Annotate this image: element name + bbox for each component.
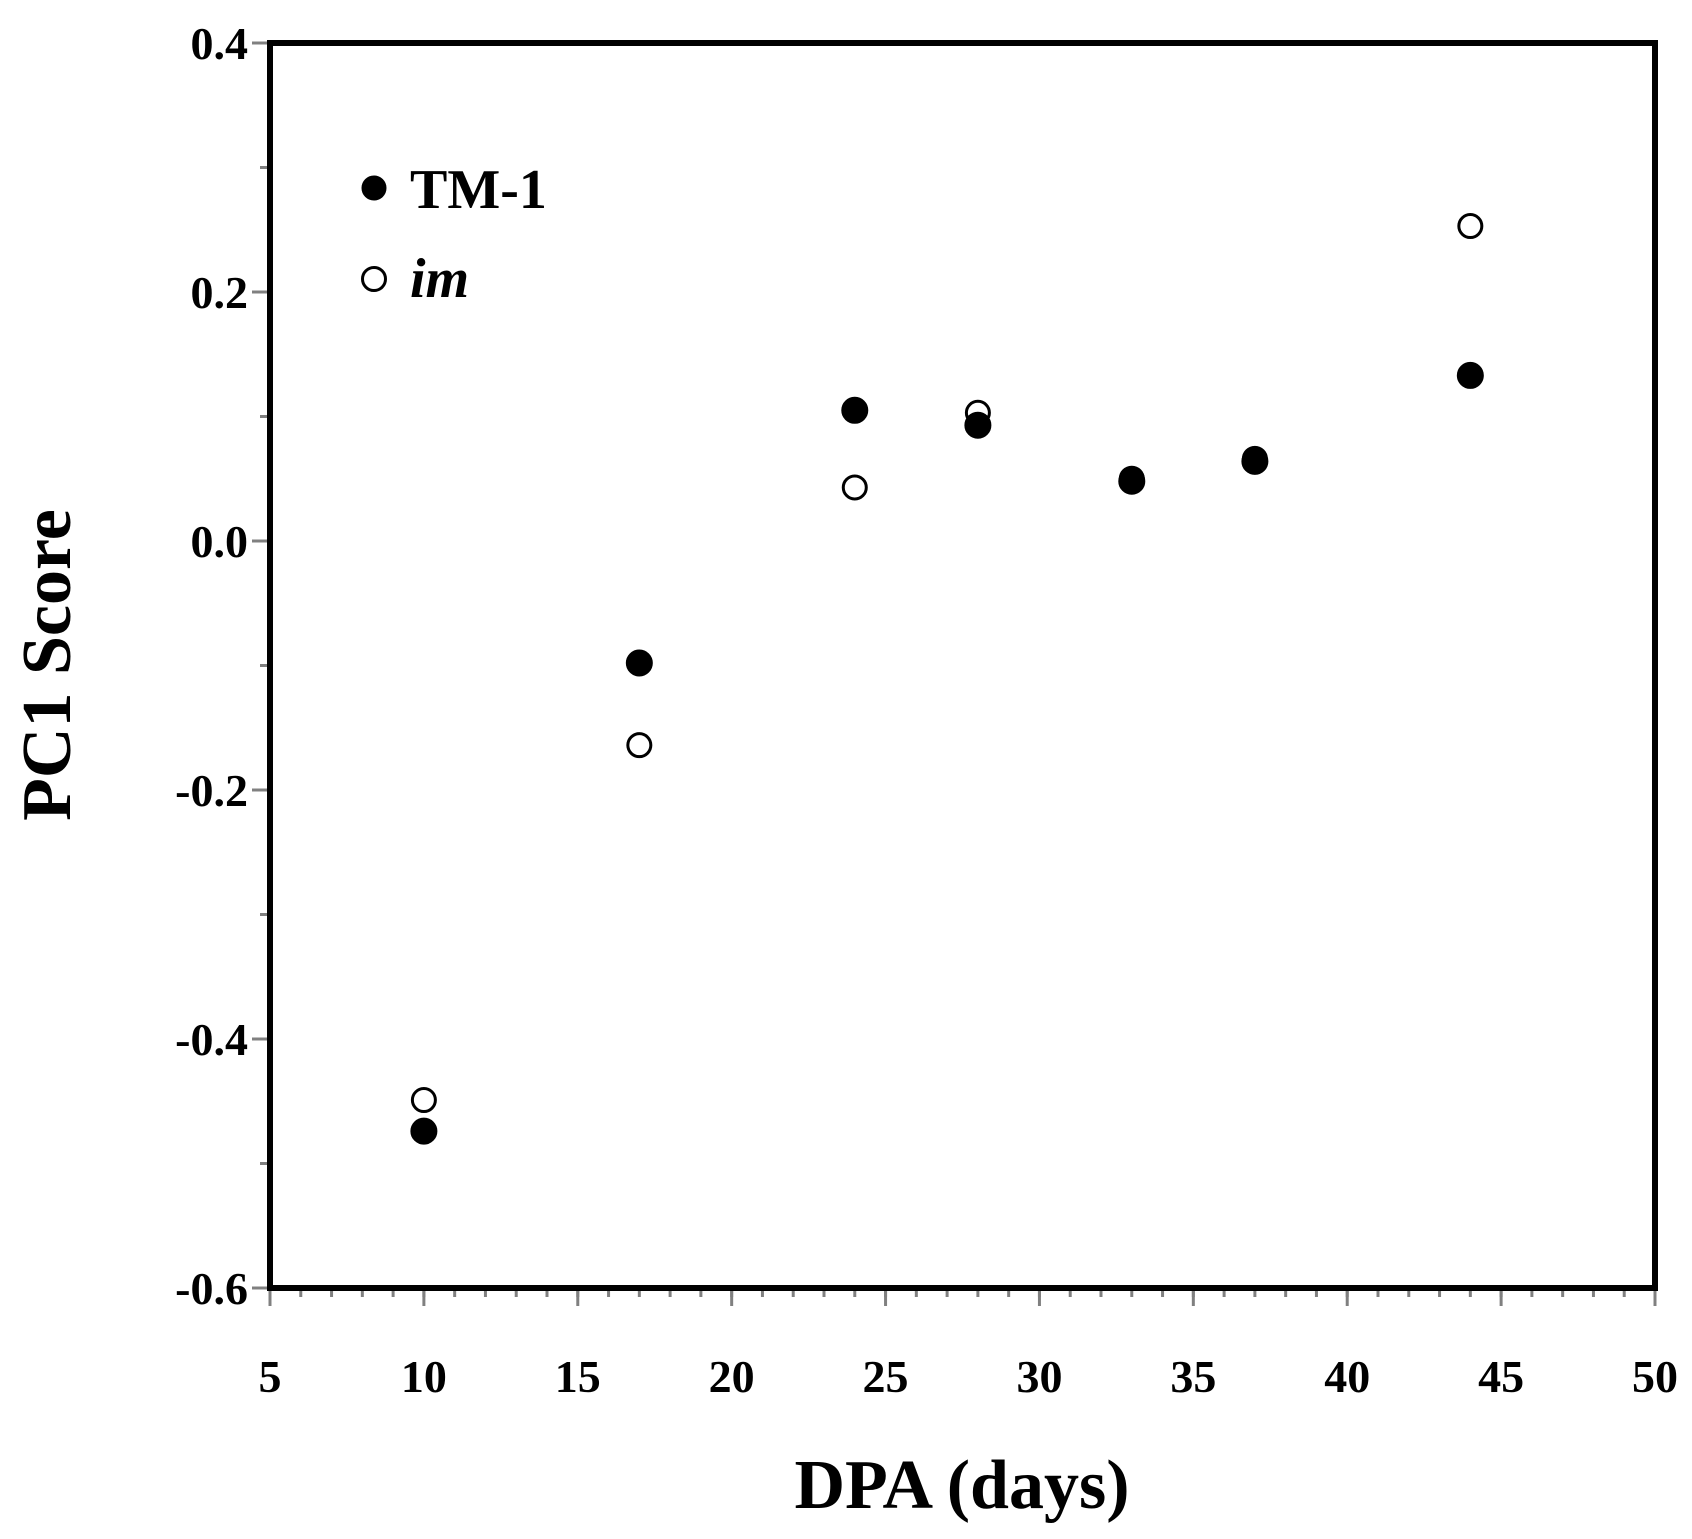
x-tick-labels: 5 10 15 20 25 30 35 40 45 50 <box>259 1351 1679 1402</box>
data-point-tm-1 <box>1456 361 1484 389</box>
data-point-im <box>410 1087 437 1114</box>
x-tick-label: 5 <box>259 1351 282 1402</box>
y-tick-label: 0.2 <box>191 267 249 318</box>
x-tick-label: 25 <box>863 1351 909 1402</box>
y-axis-title: PC1 Score <box>9 509 86 821</box>
x-tick-label: 50 <box>1632 1351 1678 1402</box>
data-point-tm-1 <box>1118 467 1146 495</box>
data-point-im <box>626 732 653 759</box>
data-point-im <box>1457 213 1484 240</box>
data-point-im <box>841 474 868 501</box>
y-tick-label: -0.4 <box>175 1014 248 1065</box>
y-tick-label: 0.4 <box>191 18 249 69</box>
x-tick-label: 45 <box>1478 1351 1524 1402</box>
plot-area-frame <box>267 40 1658 1291</box>
data-point-tm-1 <box>625 649 653 677</box>
x-tick-label: 10 <box>401 1351 447 1402</box>
legend-label-tm1: TM-1 <box>410 159 547 221</box>
y-tick-label: 0.0 <box>191 516 249 567</box>
y-tick-labels: -0.6 -0.4 -0.2 0.0 0.2 0.4 <box>175 18 248 1314</box>
y-tick-label: -0.2 <box>175 765 248 816</box>
y-tick-label: -0.6 <box>175 1263 248 1314</box>
data-point-tm-1 <box>964 411 992 439</box>
legend-marker-tm1 <box>361 175 387 201</box>
data-point-tm-1 <box>410 1117 438 1145</box>
x-tick-label: 30 <box>1016 1351 1062 1402</box>
x-tick-label: 40 <box>1324 1351 1370 1402</box>
x-axis-title: DPA (days) <box>794 1447 1129 1524</box>
legend: TM-1 im <box>361 159 547 310</box>
legend-label-im: im <box>410 248 469 310</box>
x-tick-label: 35 <box>1170 1351 1216 1402</box>
x-tick-label: 15 <box>555 1351 601 1402</box>
data-points <box>410 213 1484 1145</box>
data-point-tm-1 <box>841 396 869 424</box>
legend-marker-im <box>361 266 387 292</box>
data-point-tm-1 <box>1241 447 1269 475</box>
x-tick-label: 20 <box>709 1351 755 1402</box>
